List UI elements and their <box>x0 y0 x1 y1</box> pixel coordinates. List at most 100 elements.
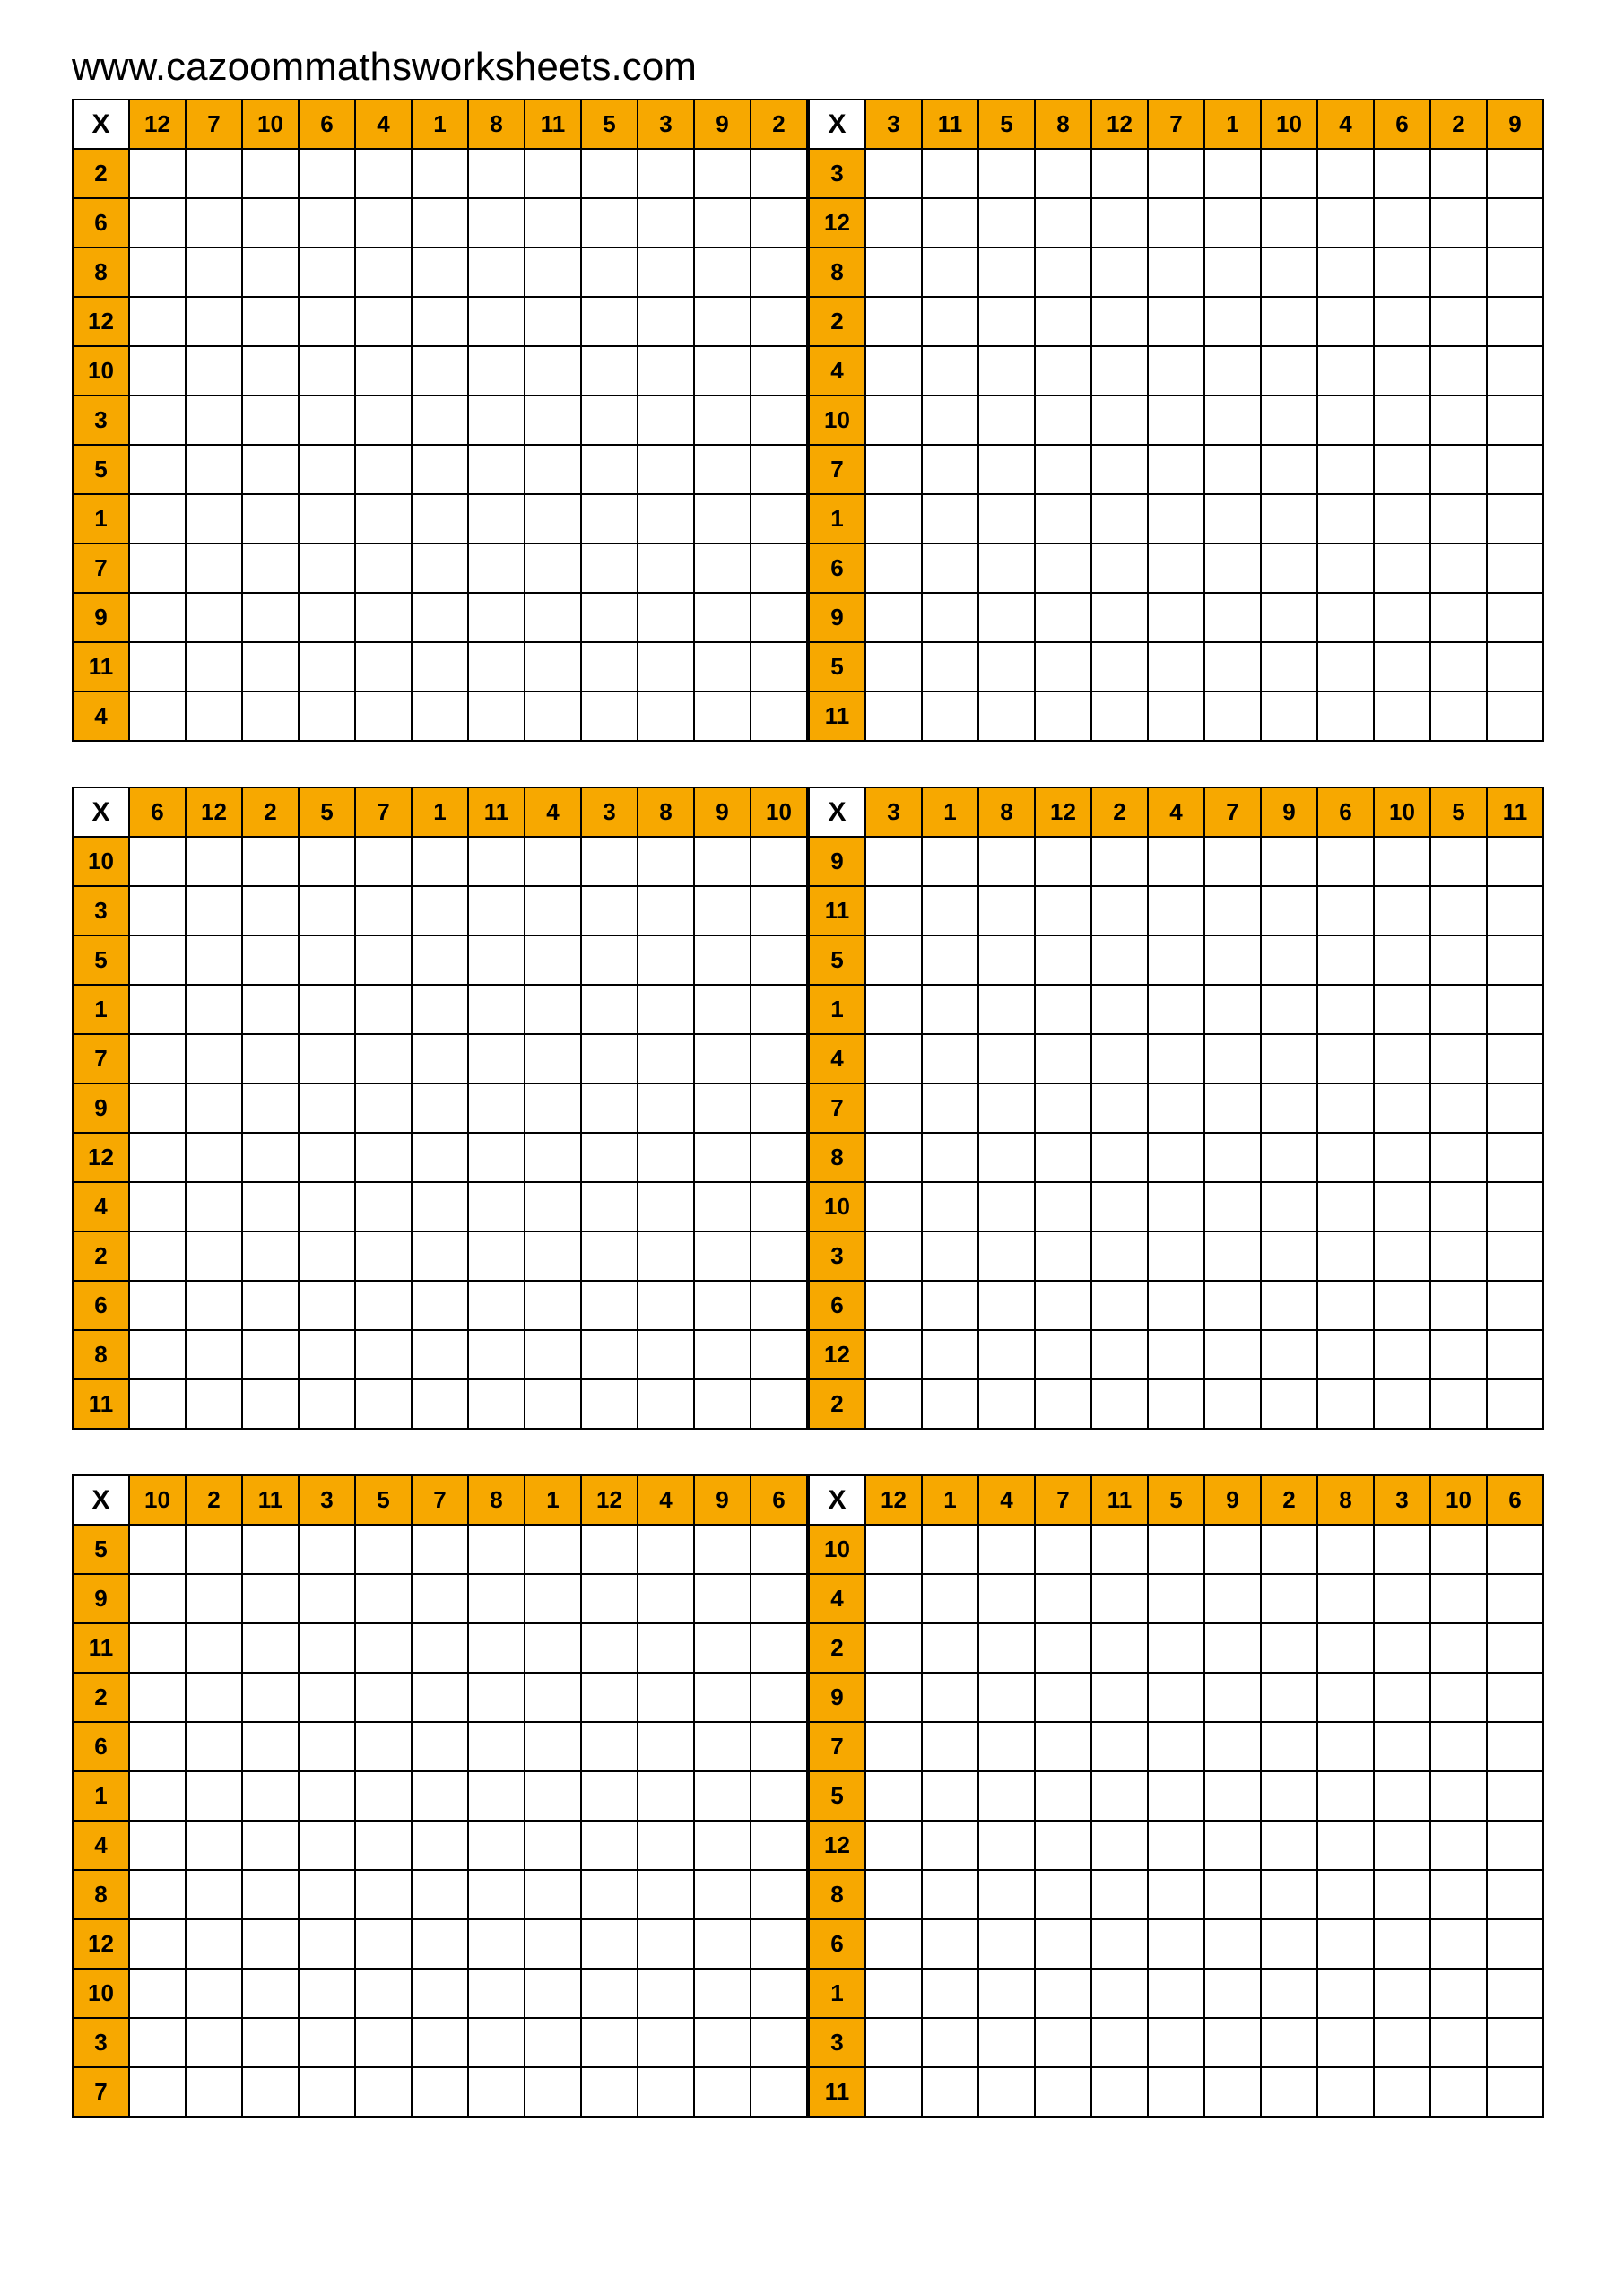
answer-cell[interactable] <box>355 1330 412 1379</box>
answer-cell[interactable] <box>1035 985 1091 1034</box>
answer-cell[interactable] <box>978 1623 1035 1673</box>
answer-cell[interactable] <box>1204 1623 1261 1673</box>
answer-cell[interactable] <box>1374 1379 1430 1429</box>
answer-cell[interactable] <box>355 1969 412 2018</box>
answer-cell[interactable] <box>1035 2018 1091 2067</box>
answer-cell[interactable] <box>865 886 922 935</box>
answer-cell[interactable] <box>299 248 355 297</box>
answer-cell[interactable] <box>468 198 525 248</box>
answer-cell[interactable] <box>468 1623 525 1673</box>
answer-cell[interactable] <box>1430 1722 1487 1771</box>
answer-cell[interactable] <box>865 1281 922 1330</box>
answer-cell[interactable] <box>1374 886 1430 935</box>
answer-cell[interactable] <box>1261 248 1317 297</box>
answer-cell[interactable] <box>638 837 694 886</box>
answer-cell[interactable] <box>1261 1771 1317 1821</box>
answer-cell[interactable] <box>299 1182 355 1231</box>
answer-cell[interactable] <box>186 1525 242 1574</box>
answer-cell[interactable] <box>751 396 807 445</box>
answer-cell[interactable] <box>1430 445 1487 494</box>
answer-cell[interactable] <box>1317 1525 1374 1574</box>
answer-cell[interactable] <box>355 985 412 1034</box>
answer-cell[interactable] <box>186 1231 242 1281</box>
answer-cell[interactable] <box>1317 494 1374 544</box>
answer-cell[interactable] <box>1374 1182 1430 1231</box>
answer-cell[interactable] <box>1035 1133 1091 1182</box>
answer-cell[interactable] <box>468 837 525 886</box>
answer-cell[interactable] <box>1430 198 1487 248</box>
answer-cell[interactable] <box>186 445 242 494</box>
answer-cell[interactable] <box>978 2018 1035 2067</box>
answer-cell[interactable] <box>1148 1379 1204 1429</box>
answer-cell[interactable] <box>1035 1969 1091 2018</box>
answer-cell[interactable] <box>186 1133 242 1182</box>
answer-cell[interactable] <box>638 593 694 642</box>
answer-cell[interactable] <box>1261 1281 1317 1330</box>
answer-cell[interactable] <box>1430 494 1487 544</box>
answer-cell[interactable] <box>242 1870 299 1919</box>
answer-cell[interactable] <box>751 445 807 494</box>
answer-cell[interactable] <box>865 1821 922 1870</box>
answer-cell[interactable] <box>1487 1969 1543 2018</box>
answer-cell[interactable] <box>299 1919 355 1969</box>
answer-cell[interactable] <box>242 198 299 248</box>
answer-cell[interactable] <box>581 544 638 593</box>
answer-cell[interactable] <box>468 593 525 642</box>
answer-cell[interactable] <box>242 297 299 346</box>
answer-cell[interactable] <box>412 593 468 642</box>
answer-cell[interactable] <box>1487 1379 1543 1429</box>
answer-cell[interactable] <box>1204 2067 1261 2117</box>
answer-cell[interactable] <box>1487 1673 1543 1722</box>
answer-cell[interactable] <box>1317 1379 1374 1429</box>
answer-cell[interactable] <box>581 837 638 886</box>
answer-cell[interactable] <box>1091 935 1148 985</box>
answer-cell[interactable] <box>1091 691 1148 741</box>
answer-cell[interactable] <box>1035 198 1091 248</box>
answer-cell[interactable] <box>1148 1623 1204 1673</box>
answer-cell[interactable] <box>638 1673 694 1722</box>
answer-cell[interactable] <box>129 1182 186 1231</box>
answer-cell[interactable] <box>299 886 355 935</box>
answer-cell[interactable] <box>1091 1870 1148 1919</box>
answer-cell[interactable] <box>638 1821 694 1870</box>
answer-cell[interactable] <box>1430 1281 1487 1330</box>
answer-cell[interactable] <box>186 2067 242 2117</box>
answer-cell[interactable] <box>1317 1722 1374 1771</box>
answer-cell[interactable] <box>922 1623 978 1673</box>
answer-cell[interactable] <box>468 1673 525 1722</box>
answer-cell[interactable] <box>581 1133 638 1182</box>
answer-cell[interactable] <box>638 1231 694 1281</box>
answer-cell[interactable] <box>355 1133 412 1182</box>
answer-cell[interactable] <box>242 1133 299 1182</box>
answer-cell[interactable] <box>525 1969 581 2018</box>
answer-cell[interactable] <box>1091 1330 1148 1379</box>
answer-cell[interactable] <box>922 1771 978 1821</box>
answer-cell[interactable] <box>978 1919 1035 1969</box>
answer-cell[interactable] <box>525 1330 581 1379</box>
answer-cell[interactable] <box>468 494 525 544</box>
answer-cell[interactable] <box>922 985 978 1034</box>
answer-cell[interactable] <box>922 445 978 494</box>
answer-cell[interactable] <box>355 593 412 642</box>
answer-cell[interactable] <box>242 494 299 544</box>
answer-cell[interactable] <box>525 346 581 396</box>
answer-cell[interactable] <box>638 1330 694 1379</box>
answer-cell[interactable] <box>1317 1083 1374 1133</box>
answer-cell[interactable] <box>1204 1771 1261 1821</box>
answer-cell[interactable] <box>1374 346 1430 396</box>
answer-cell[interactable] <box>1035 837 1091 886</box>
answer-cell[interactable] <box>412 1525 468 1574</box>
answer-cell[interactable] <box>581 445 638 494</box>
answer-cell[interactable] <box>129 1821 186 1870</box>
answer-cell[interactable] <box>1317 1231 1374 1281</box>
answer-cell[interactable] <box>1204 1919 1261 1969</box>
answer-cell[interactable] <box>922 1034 978 1083</box>
answer-cell[interactable] <box>1317 1919 1374 1969</box>
answer-cell[interactable] <box>1148 1330 1204 1379</box>
answer-cell[interactable] <box>1035 642 1091 691</box>
answer-cell[interactable] <box>129 642 186 691</box>
answer-cell[interactable] <box>1374 396 1430 445</box>
answer-cell[interactable] <box>1091 2018 1148 2067</box>
answer-cell[interactable] <box>1148 1133 1204 1182</box>
answer-cell[interactable] <box>1487 1231 1543 1281</box>
